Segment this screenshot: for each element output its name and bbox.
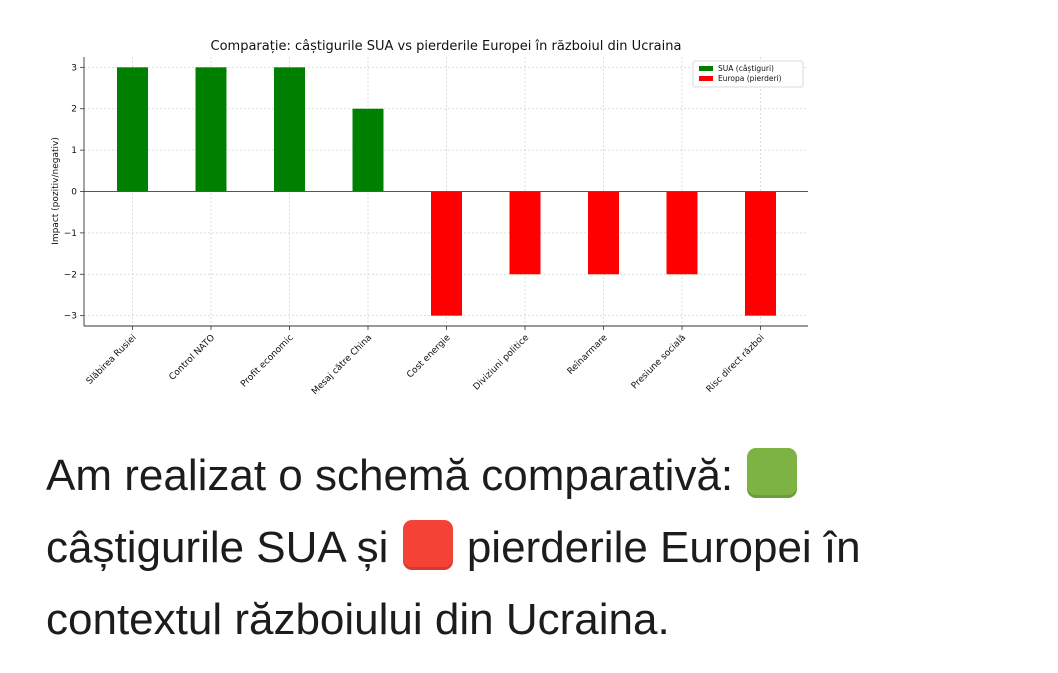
green-square-icon bbox=[747, 448, 798, 498]
legend-swatch bbox=[699, 66, 713, 71]
y-tick-label: −1 bbox=[64, 229, 77, 239]
y-tick-label: −2 bbox=[64, 270, 77, 280]
message-part-1: Am realizat o schemă comparativă: bbox=[46, 451, 734, 500]
x-tick-label: Reînarmare bbox=[566, 333, 610, 377]
x-tick-label: Slăbirea Rusiei bbox=[85, 333, 139, 387]
bars bbox=[117, 67, 776, 316]
legend-label: SUA (câștiguri) bbox=[718, 64, 774, 73]
x-tick-label: Control NATO bbox=[168, 333, 218, 383]
y-tick-label: 1 bbox=[71, 146, 77, 156]
y-tick-label: −3 bbox=[64, 312, 77, 322]
bar bbox=[745, 191, 776, 316]
y-axis-label: Impact (pozitiv/negativ) bbox=[51, 137, 61, 245]
x-tick-label: Mesaj către China bbox=[310, 333, 374, 397]
bar bbox=[666, 191, 698, 275]
tick-labels: 3 2 1 0 −1 −2 −3 Slăbirea Rusiei Control NATO Pro… bbox=[64, 63, 767, 397]
y-tick-label: 0 bbox=[71, 188, 77, 198]
bar bbox=[588, 191, 619, 275]
bar bbox=[274, 67, 305, 192]
bar bbox=[195, 67, 227, 192]
message-part-3: pierderile Europei în contextul războiul… bbox=[46, 523, 861, 644]
bar bbox=[352, 108, 384, 192]
x-tick-label: Presiune socială bbox=[630, 333, 688, 391]
y-tick-label: 3 bbox=[71, 63, 77, 73]
y-tick-label: 2 bbox=[71, 105, 77, 115]
x-tick-label: Diviziuni politice bbox=[472, 333, 532, 393]
x-tick-label: Cost energie bbox=[405, 333, 453, 381]
axes bbox=[80, 57, 808, 330]
legend-box bbox=[692, 60, 804, 88]
chart-title: Comparație: câștigurile SUA vs pierderil… bbox=[211, 39, 682, 54]
message-part-2: câștigurile SUA și bbox=[46, 523, 389, 572]
bar bbox=[509, 191, 541, 275]
bar bbox=[117, 67, 148, 192]
legend-swatch bbox=[699, 76, 713, 81]
message-text: Am realizat o schemă comparativă: câștig… bbox=[46, 440, 1036, 656]
red-square-icon bbox=[402, 520, 453, 570]
chart: Comparație: câștigurile SUA vs pierderil… bbox=[51, 39, 808, 397]
bar bbox=[431, 191, 462, 316]
x-tick-label: Risc direct război bbox=[705, 333, 767, 395]
legend-label: Europa (pierderi) bbox=[718, 74, 782, 83]
legend: SUA (câștiguri)Europa (pierderi) bbox=[692, 60, 804, 88]
x-tick-label: Profit economic bbox=[239, 333, 295, 389]
